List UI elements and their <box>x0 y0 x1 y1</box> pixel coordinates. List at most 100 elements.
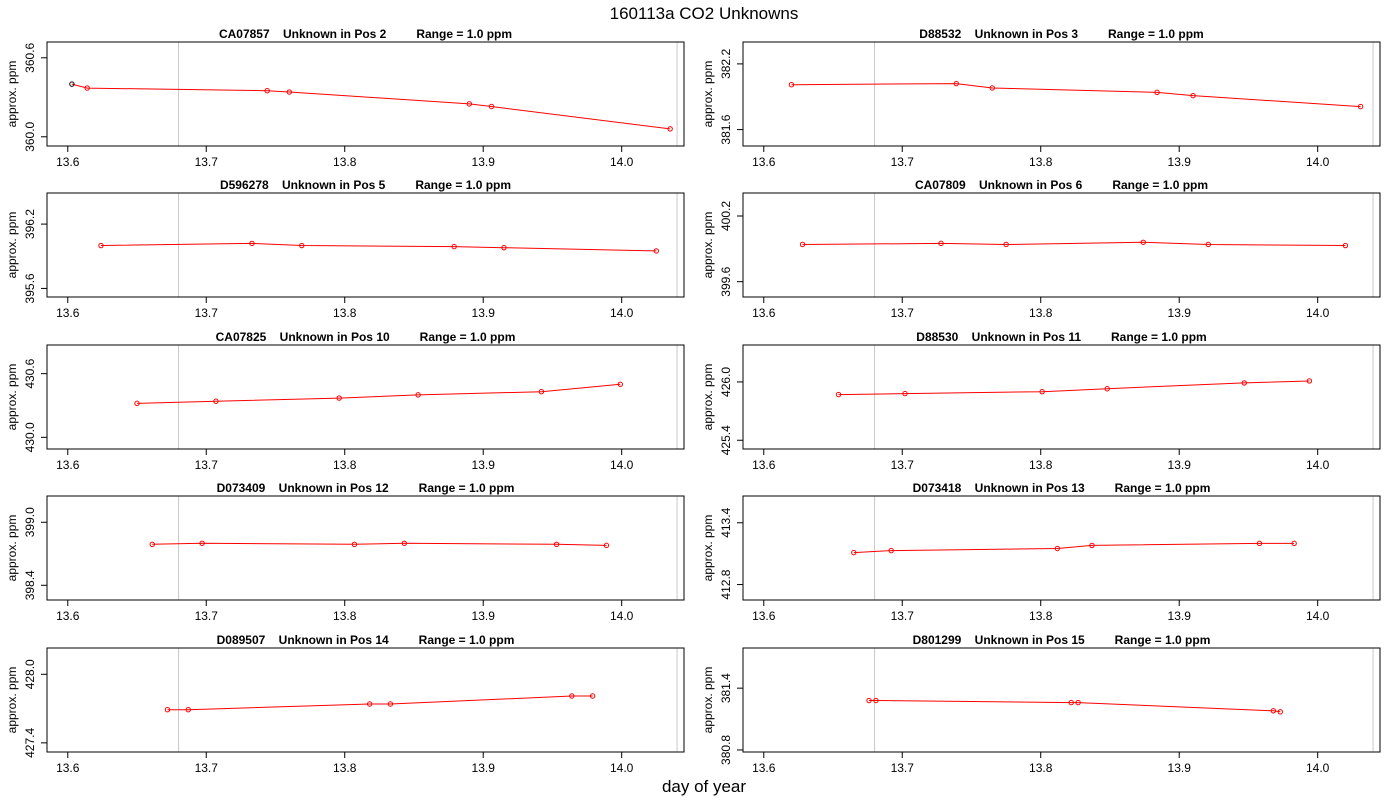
panel-10-title: D801299 Unknown in Pos 15 Range = 1.0 pp… <box>913 633 1211 647</box>
panel-5-x-tick-label-2: 13.7 <box>195 458 219 472</box>
panel-7-series-line <box>152 542 607 546</box>
panel-6-point-4 <box>1104 386 1110 392</box>
panel-7-point-1 <box>149 541 155 548</box>
panel-6-x-tick-label-5: 14.0 <box>1306 458 1330 472</box>
panel-9-point-2 <box>185 707 191 713</box>
panel-1-x-tick-label-1: 13.6 <box>56 155 80 169</box>
panel-4-point-4 <box>1140 239 1146 245</box>
panel-10: D801299 Unknown in Pos 15 Range = 1.0 pp… <box>701 633 1381 775</box>
panel-2-y-tick-label-1: 381.6 <box>719 114 733 144</box>
panel-9-point-3 <box>366 701 373 707</box>
panel-3-y-tick-label-2: 396.2 <box>23 209 37 239</box>
panel-3-point-2 <box>249 240 255 247</box>
panel-6-x-tick-label-1: 13.6 <box>752 458 776 472</box>
panel-6-x-tick-label-4: 13.9 <box>1168 458 1192 472</box>
panel-4-y-tick-label-1: 399.6 <box>719 266 733 296</box>
panel-6: D88530 Unknown in Pos 11 Range = 1.0 ppm… <box>701 330 1381 472</box>
figure-xlabel: day of year <box>662 777 746 796</box>
panel-4-y-tick-label-2: 400.2 <box>719 201 733 231</box>
panel-2-x-tick-label-1: 13.6 <box>752 155 776 169</box>
panel-1-x-axis: 13.6 13.7 13.8 13.9 14.0 <box>56 145 634 169</box>
panel-9-y-axis: 427.4 428.0 <box>23 659 48 758</box>
panel-7-point-4 <box>401 540 407 546</box>
panel-10-point-5 <box>1270 708 1277 714</box>
figure-title: 160113a CO2 Unknowns <box>610 4 799 23</box>
panel-6-x-tick-label-3: 13.8 <box>1029 458 1053 472</box>
panel-2-series-line <box>791 83 1361 108</box>
panel-7-title: D073409 Unknown in Pos 12 Range = 1.0 pp… <box>217 481 515 495</box>
panel-3-ylabel: approx. ppm <box>5 212 19 279</box>
panel-2-x-tick-label-2: 13.7 <box>891 155 915 169</box>
panel-1-point-3 <box>264 88 270 94</box>
panel-9-series-line <box>167 695 593 711</box>
panel-6-point-2 <box>902 390 908 397</box>
panel-1-point-6 <box>488 103 495 110</box>
panel-3: D596278 Unknown in Pos 5 Range = 1.0 ppm… <box>5 178 685 320</box>
panel-1-x-tick-label-3: 13.8 <box>333 155 357 169</box>
panel-1-y-axis: 360.0 360.6 <box>23 42 48 152</box>
panel-8-x-tick-label-4: 13.9 <box>1168 609 1192 623</box>
panel-8-point-6 <box>1291 540 1297 547</box>
panel-2-frame <box>742 41 1381 147</box>
panel-10-point-1 <box>866 697 872 704</box>
panel-2-title: D88532 Unknown in Pos 3 Range = 1.0 ppm <box>919 27 1203 41</box>
panel-8-y-tick-label-2: 413.4 <box>719 507 733 537</box>
panel-8-point-2 <box>888 547 894 554</box>
panel-5-y-tick-label-2: 430.6 <box>23 358 37 388</box>
panel-9-x-tick-label-1: 13.6 <box>56 761 80 775</box>
panel-10-point-4 <box>1075 699 1081 706</box>
panel-1-point-7 <box>667 126 673 132</box>
panel-9-x-tick-label-4: 13.9 <box>472 761 496 775</box>
panel-4-x-axis: 13.6 13.7 13.8 13.9 14.0 <box>752 296 1330 320</box>
panel-1-x-tick-label-2: 13.7 <box>195 155 219 169</box>
panel-7-x-tick-label-3: 13.8 <box>333 609 357 623</box>
panel-4-point-5 <box>1205 241 1211 248</box>
panel-7-point-2 <box>199 540 205 546</box>
panel-7-x-tick-label-5: 14.0 <box>610 609 634 623</box>
panel-2-point-3 <box>989 85 995 91</box>
panel-4-point-2 <box>938 240 944 247</box>
panel-5-point-5 <box>538 388 545 395</box>
panel-5-x-axis: 13.6 13.7 13.8 13.9 14.0 <box>56 448 634 472</box>
panel-2: D88532 Unknown in Pos 3 Range = 1.0 ppm 1… <box>701 27 1381 169</box>
panel-2-y-axis: 381.6 382.2 <box>719 49 744 145</box>
panel-8-point-5 <box>1256 540 1263 547</box>
panel-9-point-4 <box>387 701 394 707</box>
panel-2-x-axis: 13.6 13.7 13.8 13.9 14.0 <box>752 145 1330 169</box>
panel-9-x-tick-label-5: 14.0 <box>610 761 634 775</box>
panel-6-y-tick-label-2: 426.0 <box>719 367 733 397</box>
panel-10-x-axis: 13.6 13.7 13.8 13.9 14.0 <box>752 751 1330 775</box>
panel-1-title: CA07857 Unknown in Pos 2 Range = 1.0 ppm <box>219 27 512 41</box>
panel-1-ylabel: approx. ppm <box>5 61 19 128</box>
panel-4-x-tick-label-2: 13.7 <box>891 306 915 320</box>
panel-7-y-axis: 398.4 399.0 <box>23 507 48 600</box>
panel-3-x-tick-label-5: 14.0 <box>610 306 634 320</box>
panel-3-x-tick-label-1: 13.6 <box>56 306 80 320</box>
panel-6-x-axis: 13.6 13.7 13.8 13.9 14.0 <box>752 448 1330 472</box>
panel-2-y-tick-label-2: 382.2 <box>719 49 733 79</box>
panel-6-series-line <box>838 380 1310 396</box>
panel-10-point-2 <box>873 697 879 704</box>
panel-6-point-3 <box>1039 388 1045 395</box>
panel-8-point-1 <box>851 549 857 556</box>
panel-10-x-tick-label-1: 13.6 <box>752 761 776 775</box>
panel-3-point-6 <box>653 248 660 254</box>
panel-1: CA07857 Unknown in Pos 2 Range = 1.0 ppm… <box>5 27 685 169</box>
panel-9-ylabel: approx. ppm <box>5 667 19 734</box>
panel-1-point-4 <box>286 89 293 95</box>
panel-1-series-line <box>71 83 671 130</box>
panel-2-point-4 <box>1154 89 1160 96</box>
panel-5-point-3 <box>336 395 342 401</box>
panel-3-point-5 <box>501 244 507 251</box>
panel-9-x-tick-label-2: 13.7 <box>195 761 219 775</box>
panel-7-ylabel: approx. ppm <box>5 515 19 582</box>
panel-9-x-tick-label-3: 13.8 <box>333 761 357 775</box>
panel-8-x-axis: 13.6 13.7 13.8 13.9 14.0 <box>752 599 1330 623</box>
panel-6-title: D88530 Unknown in Pos 11 Range = 1.0 ppm <box>916 330 1206 344</box>
panel-3-point-4 <box>451 243 457 250</box>
panel-4-x-tick-label-4: 13.9 <box>1168 306 1192 320</box>
panel-9-frame <box>46 647 685 753</box>
panel-4-y-axis: 399.6 400.2 <box>719 201 744 297</box>
panel-7: D073409 Unknown in Pos 12 Range = 1.0 pp… <box>5 481 685 623</box>
